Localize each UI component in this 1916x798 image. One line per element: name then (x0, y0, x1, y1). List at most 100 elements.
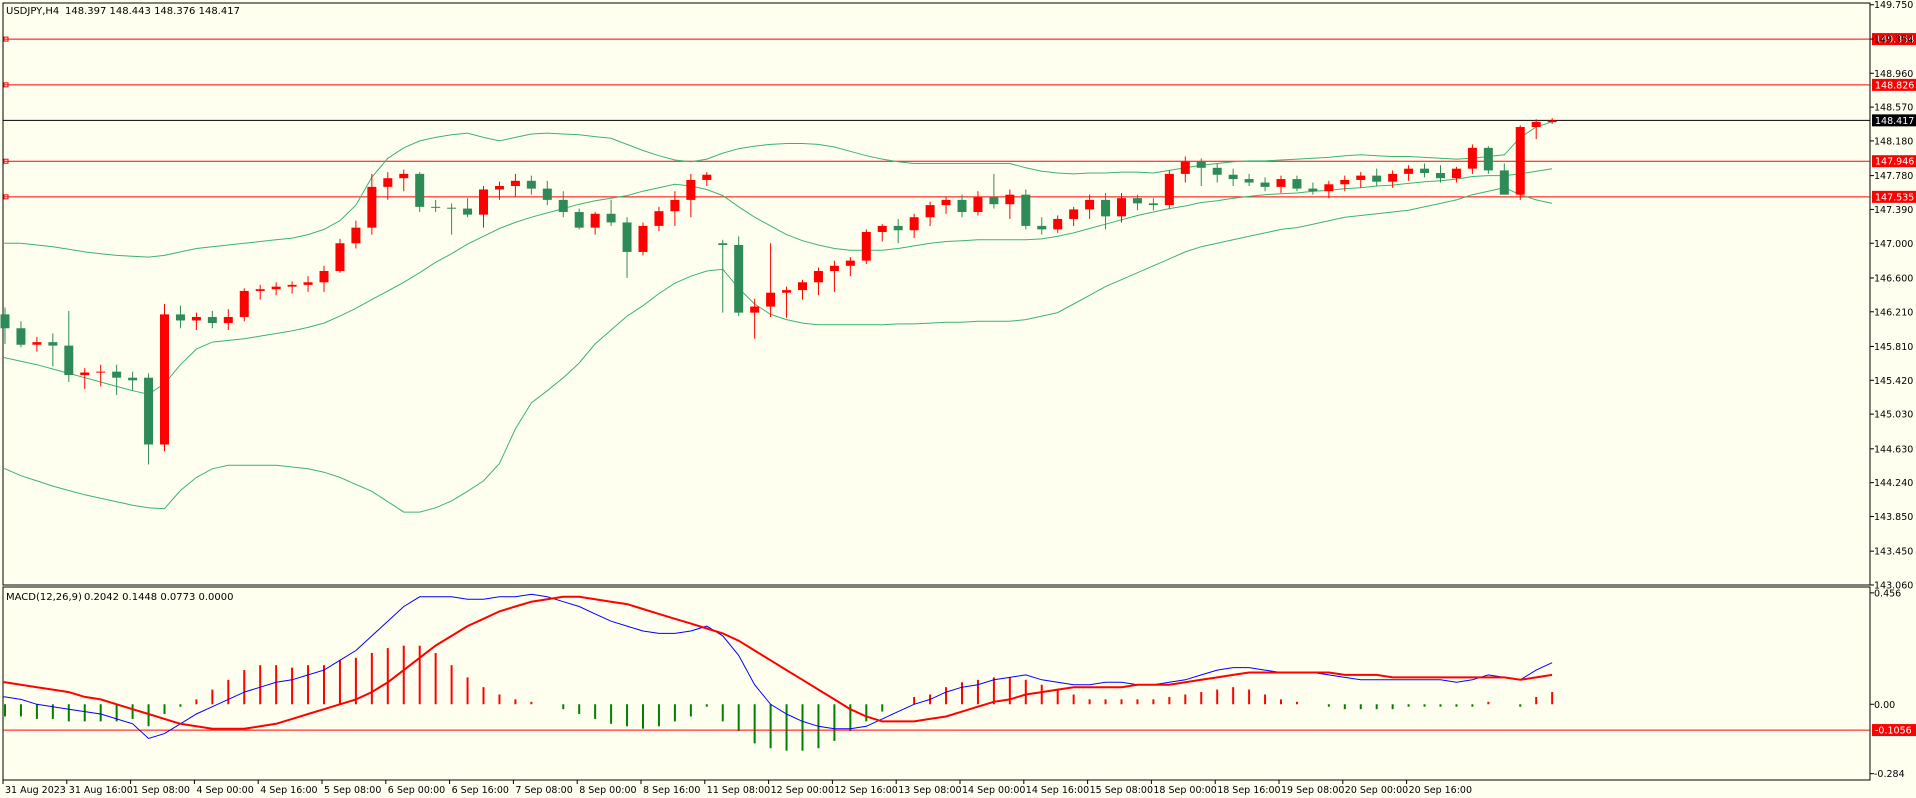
candle (494, 181, 504, 200)
candle (64, 310, 74, 383)
candle-body (1515, 127, 1525, 195)
candle-body (80, 372, 90, 376)
time-tick-label: 18 Sep 16:00 (1217, 785, 1280, 796)
candle (223, 309, 233, 330)
macd-level-tag (1872, 724, 1916, 737)
candle-body (1244, 179, 1254, 183)
ohlc-values: 148.397 148.443 148.376 148.417 (65, 6, 240, 17)
candle-body (798, 282, 807, 291)
candle-body (1053, 218, 1063, 230)
candle (463, 198, 473, 218)
level-handle[interactable] (3, 194, 9, 200)
candle (1499, 163, 1509, 195)
candle (207, 310, 217, 329)
level-tag-label: 148.826 (1875, 80, 1914, 91)
price-tick-label: 149.354 (1874, 35, 1913, 46)
candle-body (1260, 182, 1270, 187)
candle-body (1404, 168, 1414, 174)
candle-body (207, 316, 217, 324)
candle-body (128, 377, 138, 381)
candle (287, 281, 297, 294)
candle-body (447, 207, 457, 209)
level-handle[interactable] (3, 36, 9, 42)
candle (1276, 175, 1286, 193)
candle-body (1292, 179, 1302, 189)
candle-body (1531, 121, 1541, 128)
candle-body (1324, 184, 1334, 192)
candle-body (526, 180, 536, 189)
candle-body (1005, 194, 1015, 205)
candle (845, 257, 855, 277)
candle (1483, 146, 1493, 174)
time-tick-label: 31 Aug 16:00 (69, 785, 133, 796)
candle (399, 169, 409, 192)
candle (1005, 189, 1015, 219)
candle-body (957, 199, 967, 213)
candle-body (1356, 175, 1366, 180)
time-axis: 31 Aug 2023 31 Aug 16:00 1 Sep 08:00 4 Sep … (2, 780, 1472, 796)
candle (893, 218, 903, 244)
level-tag (1872, 33, 1916, 46)
candle-body (686, 179, 696, 200)
candle-body (335, 243, 345, 272)
time-tick-label: 15 Sep 08:00 (1090, 785, 1153, 796)
time-tick-label: 20 Sep 00:00 (1345, 785, 1408, 796)
candle (734, 236, 744, 317)
time-tick-label: 12 Sep 00:00 (771, 785, 834, 796)
candle (558, 191, 568, 218)
candle-body (1340, 179, 1350, 185)
level-handle[interactable] (3, 82, 9, 88)
candle (1372, 168, 1382, 187)
candle (782, 286, 792, 318)
price-tick-label: 146.600 (1874, 273, 1913, 284)
macd-pane[interactable] (2, 586, 1871, 781)
candle-body (702, 174, 712, 180)
macd-label: MACD(12,26,9) (6, 592, 82, 603)
candle (686, 173, 696, 218)
candle (1388, 170, 1398, 188)
time-tick-label: 8 Sep 16:00 (643, 785, 700, 796)
candle (447, 203, 457, 235)
candle-body (1308, 188, 1318, 192)
candle (957, 194, 967, 218)
candle-body (223, 316, 233, 324)
candle (367, 173, 377, 235)
candle (1212, 163, 1222, 183)
candle (909, 213, 919, 239)
candle (32, 336, 42, 352)
price-pane[interactable] (2, 2, 1871, 586)
candle-body (941, 199, 951, 206)
level-tag (1872, 155, 1916, 168)
price-tick-label: 147.780 (1874, 171, 1913, 182)
candle (80, 368, 90, 389)
level-tag-label: 147.535 (1875, 192, 1914, 203)
candle (96, 364, 106, 387)
candle-body (1420, 168, 1430, 174)
price-tick-label: 148.180 (1874, 136, 1913, 147)
candle-body (0, 314, 10, 329)
level-handle[interactable] (3, 158, 9, 164)
candle (415, 172, 425, 213)
candle-body (160, 314, 169, 445)
candle (175, 305, 185, 329)
candle (1164, 170, 1174, 209)
candle-body (112, 371, 122, 378)
candle (1436, 165, 1445, 183)
candle-body (510, 180, 520, 187)
macd-indicator: -0.1056 (3, 593, 1916, 751)
level-tag (1872, 78, 1916, 91)
candle (1244, 173, 1254, 187)
horizontal-levels: 149.354 148.826 147.946 147.535 148.417 (3, 33, 1916, 203)
candle-body (1196, 161, 1206, 168)
macd-values: 0.2042 0.1448 0.0773 0.0000 (84, 592, 234, 603)
candle-body (351, 227, 361, 244)
candle (383, 172, 393, 200)
price-tick-label: 143.450 (1874, 547, 1913, 558)
candle (128, 371, 138, 391)
time-tick-label: 4 Sep 16:00 (260, 785, 317, 796)
candle (973, 191, 983, 216)
candle-body (542, 188, 552, 200)
time-tick-label: 20 Sep 16:00 (1409, 785, 1472, 796)
